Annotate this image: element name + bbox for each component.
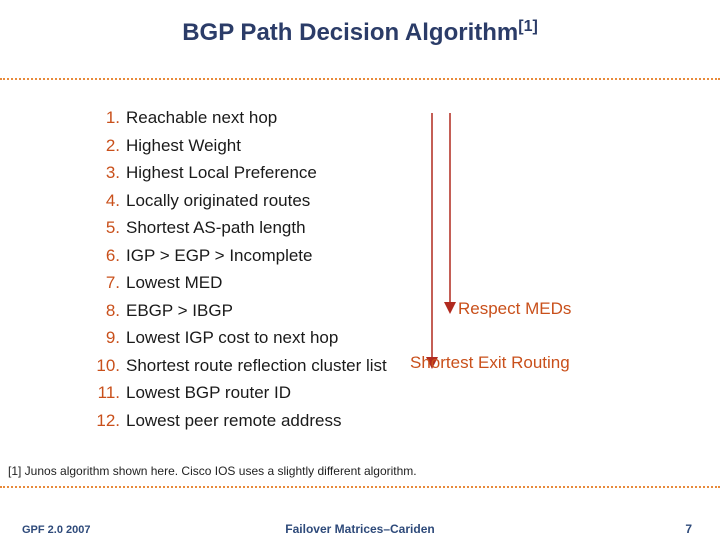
list-number: 8.	[92, 297, 120, 325]
list-number: 7.	[92, 269, 120, 297]
list-item: 6.IGP > EGP > Incomplete	[92, 242, 387, 270]
arrows-svg	[422, 113, 482, 383]
list-number: 3.	[92, 159, 120, 187]
list-item: 1.Reachable next hop	[92, 104, 387, 132]
list-item: 7.Lowest MED	[92, 269, 387, 297]
title-superscript: [1]	[518, 18, 538, 35]
divider-bottom	[0, 486, 720, 488]
list-text: Lowest MED	[126, 269, 222, 297]
list-number: 6.	[92, 242, 120, 270]
list-text: Shortest route reflection cluster list	[126, 352, 387, 380]
footnote-text: [1] Junos algorithm shown here. Cisco IO…	[8, 464, 417, 478]
list-number: 4.	[92, 187, 120, 215]
annotation-shortest-exit: Shortest Exit Routing	[410, 353, 570, 373]
title-text: BGP Path Decision Algorithm	[182, 19, 518, 46]
list-item: 2.Highest Weight	[92, 132, 387, 160]
list-text: Shortest AS-path length	[126, 214, 306, 242]
annotation-respect-meds: Respect MEDs	[458, 299, 571, 319]
footer-mid: Failover Matrices–Cariden	[0, 522, 720, 536]
list-item: 12.Lowest peer remote address	[92, 407, 387, 435]
list-text: Locally originated routes	[126, 187, 310, 215]
list-item: 4.Locally originated routes	[92, 187, 387, 215]
list-item: 9.Lowest IGP cost to next hop	[92, 324, 387, 352]
list-text: Reachable next hop	[126, 104, 277, 132]
footer-page-number: 7	[685, 522, 692, 536]
list-text: Highest Weight	[126, 132, 241, 160]
list-number: 11.	[92, 379, 120, 407]
list-number: 5.	[92, 214, 120, 242]
divider-top	[0, 78, 720, 80]
list-number: 12.	[92, 407, 120, 435]
list-item: 5.Shortest AS-path length	[92, 214, 387, 242]
list-item: 8.EBGP > IBGP	[92, 297, 387, 325]
list-text: EBGP > IBGP	[126, 297, 233, 325]
list-text: IGP > EGP > Incomplete	[126, 242, 312, 270]
algorithm-list: 1.Reachable next hop 2.Highest Weight 3.…	[92, 104, 387, 434]
list-number: 10.	[92, 352, 120, 380]
list-item: 3.Highest Local Preference	[92, 159, 387, 187]
list-item: 10.Shortest route reflection cluster lis…	[92, 352, 387, 380]
list-number: 9.	[92, 324, 120, 352]
list-text: Lowest peer remote address	[126, 407, 341, 435]
slide-title: BGP Path Decision Algorithm[1]	[0, 18, 720, 47]
list-text: Lowest BGP router ID	[126, 379, 291, 407]
list-text: Lowest IGP cost to next hop	[126, 324, 338, 352]
list-text: Highest Local Preference	[126, 159, 317, 187]
list-item: 11.Lowest BGP router ID	[92, 379, 387, 407]
list-number: 1.	[92, 104, 120, 132]
list-number: 2.	[92, 132, 120, 160]
